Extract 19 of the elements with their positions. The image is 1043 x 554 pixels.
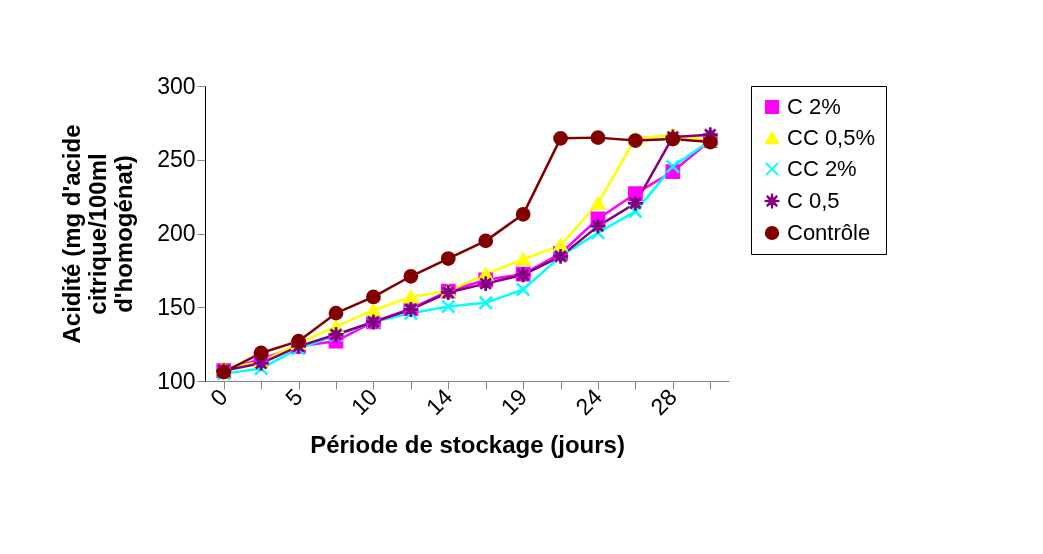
x-tick-label: 10 [345, 383, 383, 421]
y-tick-label: 100 [157, 367, 196, 394]
y-tick-label: 250 [157, 146, 196, 173]
legend-label: CC 2% [787, 156, 857, 181]
x-tick-label: 14 [420, 383, 458, 421]
x-tick-label: 28 [645, 383, 682, 421]
legend-label: CC 0,5% [787, 125, 876, 150]
y-tick-label: 300 [157, 72, 196, 99]
x-tick-label: 0 [205, 383, 233, 412]
y-tick-label: 200 [157, 220, 196, 246]
legend-label: C 2% [787, 94, 841, 119]
legend-label: Contrôle [787, 220, 871, 245]
x-axis-title: Période de stockage (jours) [310, 431, 625, 459]
x-tick-label: 5 [280, 383, 308, 412]
y-tick-label: 150 [157, 293, 196, 320]
x-tick-label: 19 [495, 383, 533, 421]
y-axis-title: Acidité (mg d'acide citrique/100ml d'homogénat) [58, 124, 138, 344]
x-tick-label: 24 [570, 383, 608, 421]
legend-label: C 0,5 [787, 188, 840, 213]
